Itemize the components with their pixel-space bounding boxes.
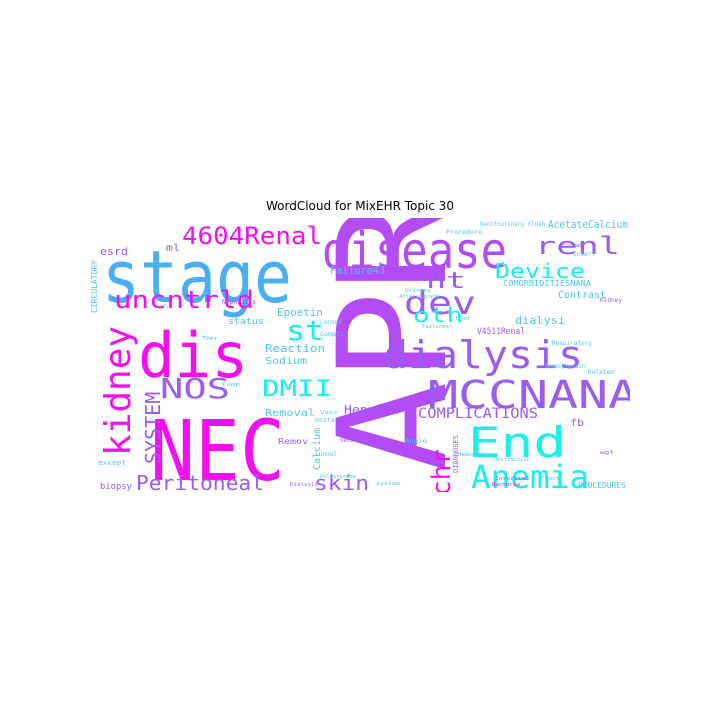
cloud-word-5: dis (138, 319, 248, 392)
cloud-word-7: dialysis (383, 333, 583, 377)
cloud-word-66: Failuresr (422, 324, 452, 330)
cloud-word-34: Contrast (558, 290, 606, 301)
cloud-word-60: Respiratory (552, 340, 592, 347)
cloud-word-18: nt (426, 269, 466, 294)
cloud-word-23: Peritoneal (136, 471, 264, 492)
cloud-word-56: tunnel (315, 451, 337, 458)
cloud-word-71: Obstruction (494, 457, 530, 463)
cloud-word-30: Epoetin (277, 306, 323, 319)
cloud-word-65: Arteriograph (399, 294, 439, 300)
cloud-word-69: Loosed (320, 319, 342, 326)
cloud-word-28: Sodium (265, 356, 307, 367)
cloud-word-36: esrd (100, 245, 128, 258)
cloud-word-4: disease (322, 222, 507, 280)
cloud-word-58: system (376, 481, 400, 487)
cloud-word-42: biopsy (100, 482, 133, 492)
cloud-word-3: stage (102, 235, 292, 319)
cloud-word-52: Kidney (600, 297, 622, 304)
cloud-word-17: st (286, 314, 324, 347)
word-cloud-svg: APRrenalNECstagediseasediskidneydialysis… (90, 218, 630, 492)
cloud-word-77: Comp (222, 382, 240, 388)
cloud-word-54: except (98, 459, 126, 467)
cloud-word-13: 4604Renal (182, 222, 322, 250)
cloud-word-9: End (468, 418, 566, 467)
cloud-word-63: Polystyrene (320, 474, 356, 480)
cloud-word-11: dev (404, 284, 476, 322)
cloud-word-12: renl (535, 232, 620, 260)
cloud-word-57: Angio (405, 438, 427, 445)
cloud-word-41: CIRCULATORY (90, 260, 99, 313)
cloud-word-72: Tract (540, 476, 560, 482)
cloud-word-75: Ther (202, 336, 218, 342)
chart-title: WordCloud for MixEHR Topic 30 (265, 199, 455, 213)
cloud-word-0: APR (307, 218, 481, 472)
cloud-word-47: DIAGNOSES (452, 435, 460, 473)
cloud-word-43: PROCEDURES (578, 481, 626, 490)
cloud-word-51: Principal (560, 243, 582, 249)
cloud-word-6: kidney (98, 326, 139, 456)
cloud-word-35: dialysi (515, 314, 565, 327)
cloud-word-10: Anemia (471, 458, 589, 492)
cloud-word-64: Procedure (446, 229, 482, 236)
word-cloud: APRrenalNECstagediseasediskidneydialysis… (90, 218, 630, 492)
cloud-word-73: Insertion (495, 476, 529, 482)
cloud-word-19: Device (495, 259, 585, 283)
cloud-word-37: ml (166, 243, 180, 254)
cloud-word-70: Secondary (340, 438, 372, 444)
cloud-word-15: NOS (160, 372, 230, 405)
cloud-word-55: Units (315, 417, 335, 424)
cloud-word-53: Related (588, 369, 614, 376)
cloud-word-8: MCCNANA (428, 373, 630, 417)
cloud-word-25: COMPLICATIONS (418, 406, 538, 422)
cloud-word-20: oth (413, 303, 463, 327)
cloud-word-14: uncntrld (114, 286, 254, 314)
cloud-word-79: Bacteria (492, 482, 520, 488)
cloud-word-46: COMORBIDITIESNANA (503, 279, 591, 288)
cloud-word-22: SYSTEM (141, 392, 165, 464)
cloud-word-74: Vasc (320, 410, 338, 416)
cloud-word-44: V4511Renal (477, 327, 525, 337)
cloud-word-62: Urinary (405, 288, 431, 294)
cloud-word-50: insert (573, 251, 595, 258)
cloud-word-39: Calcium (312, 428, 323, 470)
cloud-word-32: Failure43 (330, 264, 385, 277)
cloud-word-26: Heparin (344, 403, 399, 417)
cloud-word-40: Remov (278, 437, 308, 446)
cloud-word-33: AcetateCalcium (548, 218, 628, 231)
cloud-word-67: Hemodialysis (458, 452, 498, 458)
cloud-word-49: Nephritis (222, 298, 256, 306)
cloud-word-21: chr (427, 449, 457, 492)
cloud-word-59: Desmopressin (545, 363, 585, 370)
cloud-word-61: Compli (320, 331, 344, 338)
cloud-word-27: Removal (265, 408, 315, 419)
cloud-word-29: Reaction (265, 342, 325, 355)
cloud-word-68: Dialysis (290, 482, 318, 488)
cloud-word-38: fb (570, 418, 584, 429)
cloud-word-48: Genitourinary Flush (480, 221, 545, 228)
cloud-word-24: skin (314, 471, 369, 492)
cloud-word-31: status (228, 317, 264, 327)
cloud-word-78: wgt (600, 450, 614, 456)
cloud-word-2: NEC (150, 402, 285, 492)
cloud-word-76: ther (455, 316, 471, 322)
cloud-word-16: DMII (262, 377, 332, 402)
